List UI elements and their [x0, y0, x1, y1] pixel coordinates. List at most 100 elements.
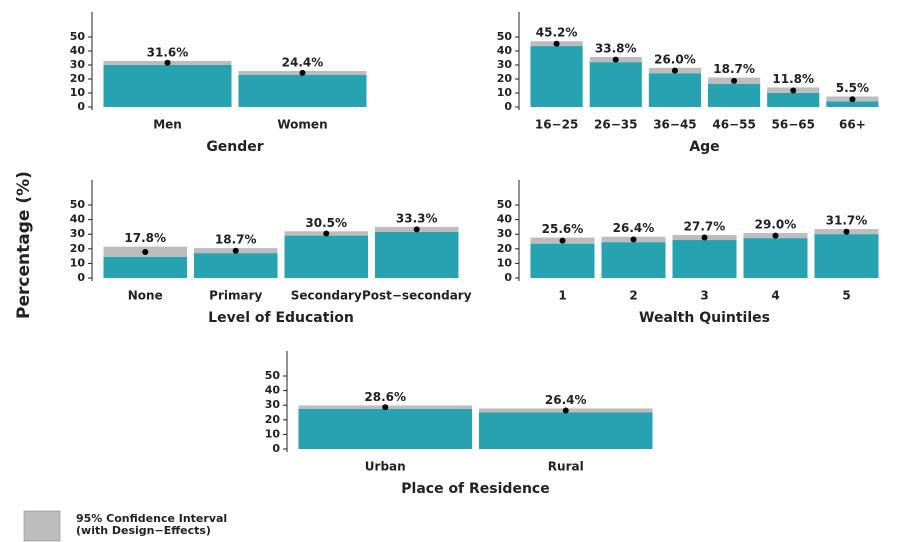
value-label: 45.2%	[536, 26, 578, 40]
bar	[530, 46, 583, 107]
y-tick-label: 20	[497, 242, 513, 255]
x-tick-label: Rural	[548, 460, 584, 474]
bar	[814, 234, 879, 278]
y-tick-label: 10	[497, 86, 513, 99]
y-tick-label: 40	[497, 44, 513, 57]
legend-swatch	[23, 510, 61, 542]
bar	[479, 412, 653, 449]
bar	[767, 93, 820, 107]
y-tick-label: 50	[70, 198, 86, 211]
x-axis-label: Age	[689, 139, 719, 155]
point-estimate	[843, 228, 850, 235]
y-tick-label: 40	[70, 213, 86, 226]
x-tick-label: 5	[842, 289, 850, 303]
x-tick-label: Women	[277, 118, 327, 132]
y-tick-label: 30	[497, 58, 513, 71]
value-label: 17.8%	[124, 231, 166, 245]
bar	[672, 240, 737, 278]
value-label: 27.7%	[684, 219, 726, 233]
point-estimate	[630, 236, 637, 243]
x-tick-label: 46−55	[712, 118, 755, 132]
y-tick-label: 30	[497, 227, 513, 240]
value-label: 31.6%	[147, 45, 189, 59]
x-tick-label: Urban	[365, 460, 406, 474]
bar	[530, 243, 595, 278]
y-tick-label: 20	[70, 72, 86, 85]
y-tick-label: 20	[497, 72, 513, 85]
point-estimate	[142, 249, 149, 256]
x-tick-label: 3	[700, 289, 708, 303]
bar	[298, 408, 472, 449]
value-label: 18.7%	[215, 233, 257, 247]
value-label: 33.8%	[595, 42, 637, 56]
point-estimate	[559, 237, 566, 244]
y-tick-label: 30	[70, 58, 86, 71]
y-tick-label: 10	[70, 256, 86, 269]
bar	[238, 74, 367, 107]
y-tick-label: 20	[265, 413, 281, 426]
y-tick-label: 10	[70, 86, 86, 99]
x-tick-label: 66+	[839, 118, 866, 132]
y-tick-label: 0	[504, 100, 512, 113]
point-estimate	[731, 77, 738, 84]
y-tick-label: 0	[504, 271, 512, 284]
value-label: 11.8%	[772, 72, 814, 86]
point-estimate	[612, 56, 619, 63]
value-label: 25.6%	[542, 222, 584, 236]
bar	[589, 62, 642, 107]
value-label: 30.5%	[305, 216, 347, 230]
point-estimate	[562, 407, 569, 414]
bar	[708, 83, 761, 107]
y-tick-label: 40	[497, 213, 513, 226]
y-tick-label: 50	[497, 198, 513, 211]
y-tick-label: 30	[70, 227, 86, 240]
y-axis-label: Percentage (%)	[14, 171, 34, 319]
point-estimate	[232, 247, 239, 254]
point-estimate	[413, 226, 420, 233]
value-label: 31.7%	[826, 214, 868, 228]
y-tick-label: 0	[77, 271, 85, 284]
x-tick-label: Secondary	[291, 289, 362, 303]
y-tick-label: 40	[70, 44, 86, 57]
x-tick-label: 36−45	[653, 118, 696, 132]
point-estimate	[701, 234, 708, 241]
x-tick-label: 26−35	[594, 118, 637, 132]
legend-label: 95% Confidence Interval	[76, 512, 227, 525]
value-label: 29.0%	[755, 218, 797, 232]
bar	[375, 232, 459, 278]
x-axis-label: Wealth Quintiles	[639, 310, 770, 326]
point-estimate	[849, 96, 856, 103]
x-tick-label: 16−25	[535, 118, 578, 132]
y-tick-label: 0	[272, 442, 280, 455]
value-label: 5.5%	[836, 81, 869, 95]
x-tick-label: 4	[771, 289, 779, 303]
y-tick-label: 20	[70, 242, 86, 255]
point-estimate	[671, 67, 678, 74]
y-tick-label: 10	[497, 256, 513, 269]
point-estimate	[323, 230, 330, 237]
y-tick-label: 40	[265, 384, 281, 397]
y-tick-label: 50	[497, 30, 513, 43]
point-estimate	[553, 40, 560, 47]
y-tick-label: 50	[265, 369, 281, 382]
y-tick-label: 50	[70, 30, 86, 43]
legend-label: (with Design−Effects)	[76, 524, 211, 537]
point-estimate	[299, 69, 306, 76]
y-tick-label: 0	[77, 100, 85, 113]
value-label: 18.7%	[713, 62, 755, 76]
value-label: 26.4%	[613, 221, 655, 235]
point-estimate	[772, 232, 779, 239]
x-tick-label: Men	[153, 118, 182, 132]
x-tick-label: 56−65	[772, 118, 815, 132]
x-tick-label: 2	[629, 289, 637, 303]
x-tick-label: Primary	[209, 289, 262, 303]
bar	[194, 253, 278, 278]
x-tick-label: None	[128, 289, 163, 303]
x-tick-label: Post−secondary	[362, 289, 472, 303]
y-tick-label: 10	[265, 427, 281, 440]
bar	[601, 242, 666, 278]
x-axis-label: Level of Education	[208, 310, 354, 326]
bar	[103, 65, 232, 107]
bar	[648, 73, 701, 107]
